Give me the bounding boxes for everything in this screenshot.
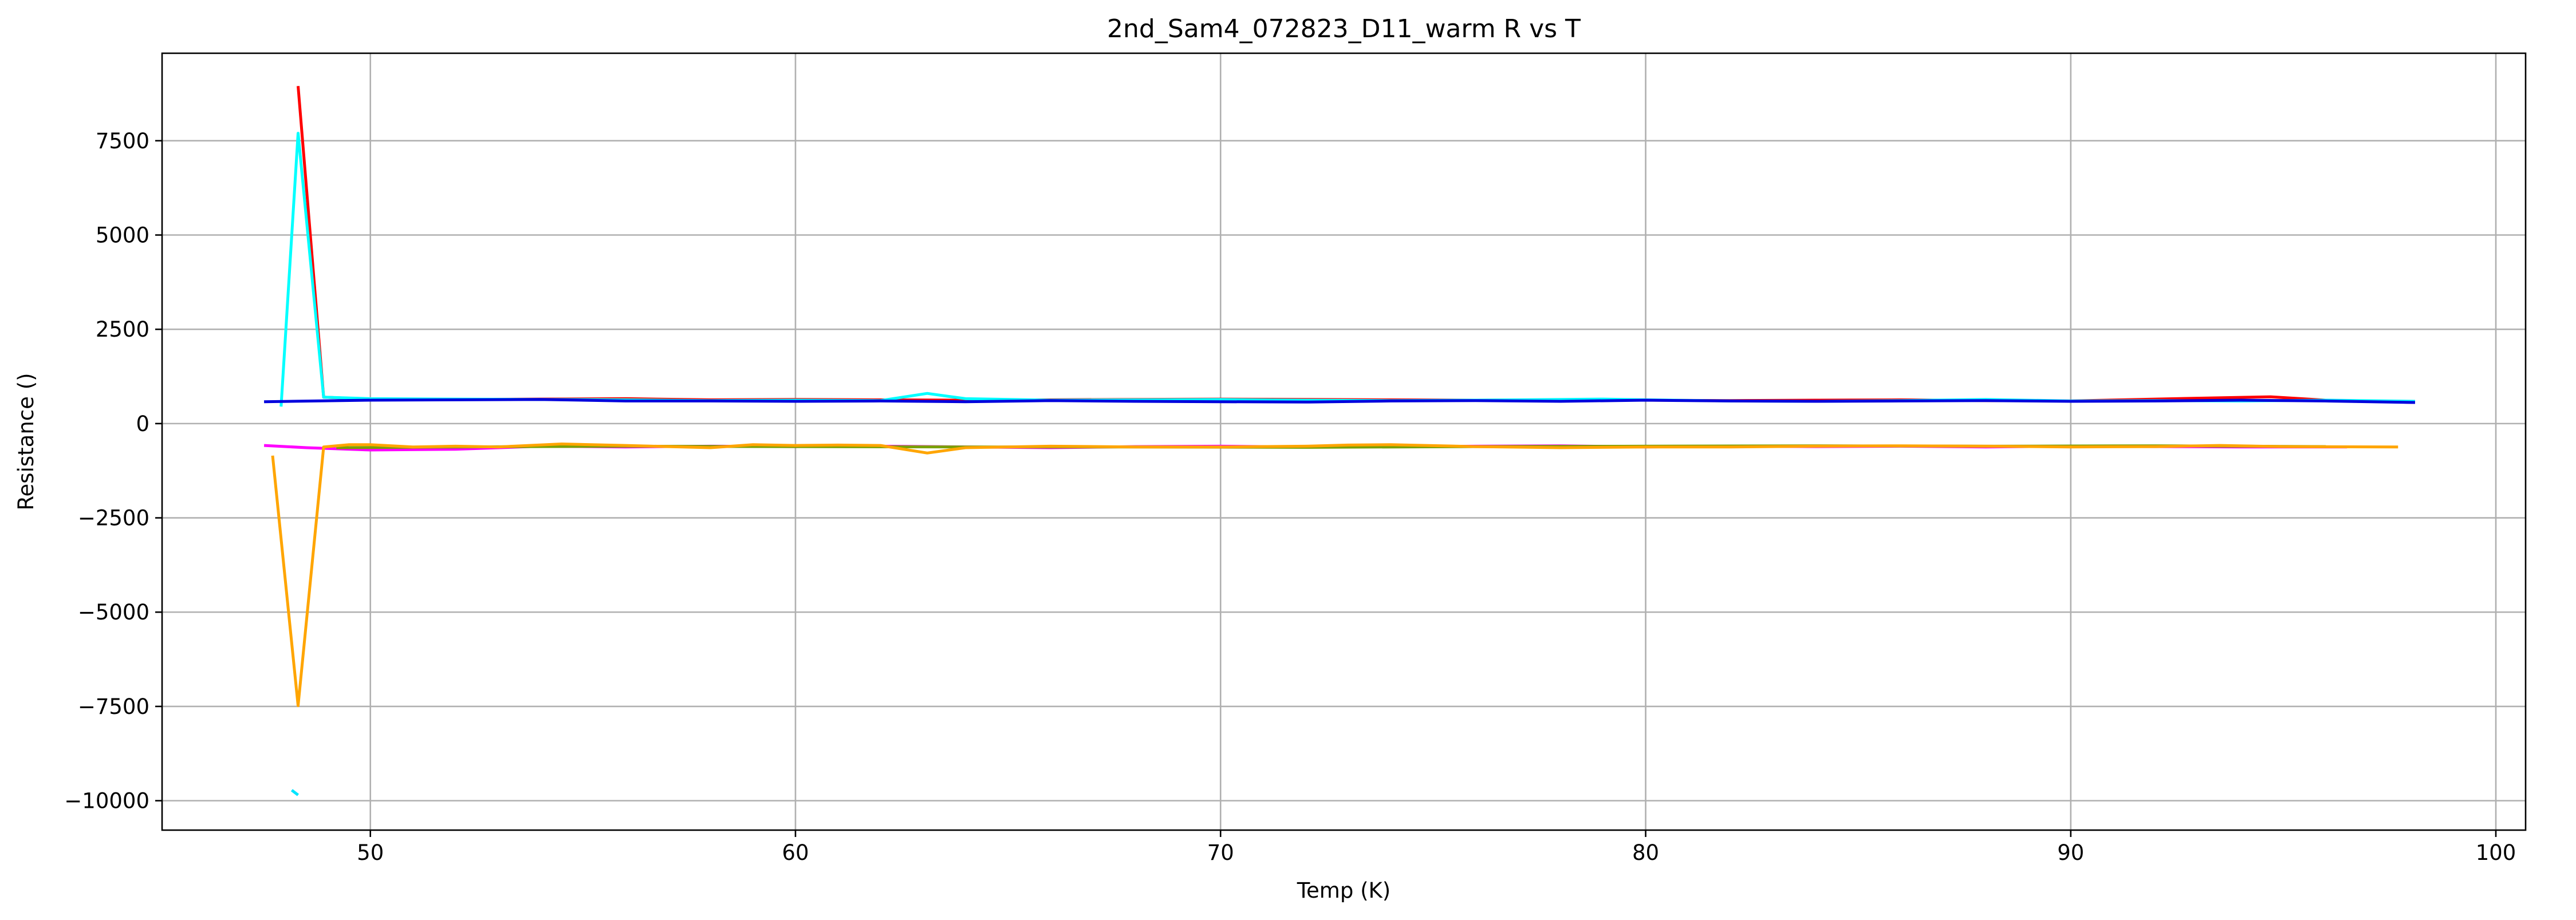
series-line-4 — [264, 398, 2416, 404]
series-line-7 — [271, 443, 2398, 708]
y-tick-label: −10000 — [64, 789, 149, 814]
y-tick-label: −2500 — [78, 506, 149, 531]
y-tick-label: 2500 — [96, 317, 149, 342]
plot-frame — [161, 52, 2527, 831]
y-axis-label: Resistance () — [14, 373, 38, 510]
x-tick-label: 100 — [2476, 840, 2516, 865]
x-tick-label: 50 — [357, 840, 384, 865]
series-line-3 — [290, 789, 300, 796]
y-tick-label: 7500 — [96, 129, 149, 153]
axis-ticks: 50 60 70 80 90 100 −10000 −7500 −5000 −2500 0 2500 5… — [64, 129, 2516, 865]
x-axis-label: Temp (K) — [1297, 878, 1391, 903]
x-tick-label: 90 — [2057, 840, 2084, 865]
x-tick-label: 70 — [1207, 840, 1234, 865]
series-lines — [263, 86, 2416, 796]
chart-title: 2nd_Sam4_072823_D11_warm R vs T — [1107, 14, 1581, 44]
x-tick-label: 60 — [782, 840, 809, 865]
grid — [162, 53, 2526, 830]
y-tick-label: −5000 — [78, 600, 149, 625]
y-tick-label: 0 — [136, 412, 149, 436]
x-tick-label: 80 — [1632, 840, 1659, 865]
y-tick-label: −7500 — [78, 694, 149, 719]
y-tick-label: 5000 — [96, 223, 149, 248]
